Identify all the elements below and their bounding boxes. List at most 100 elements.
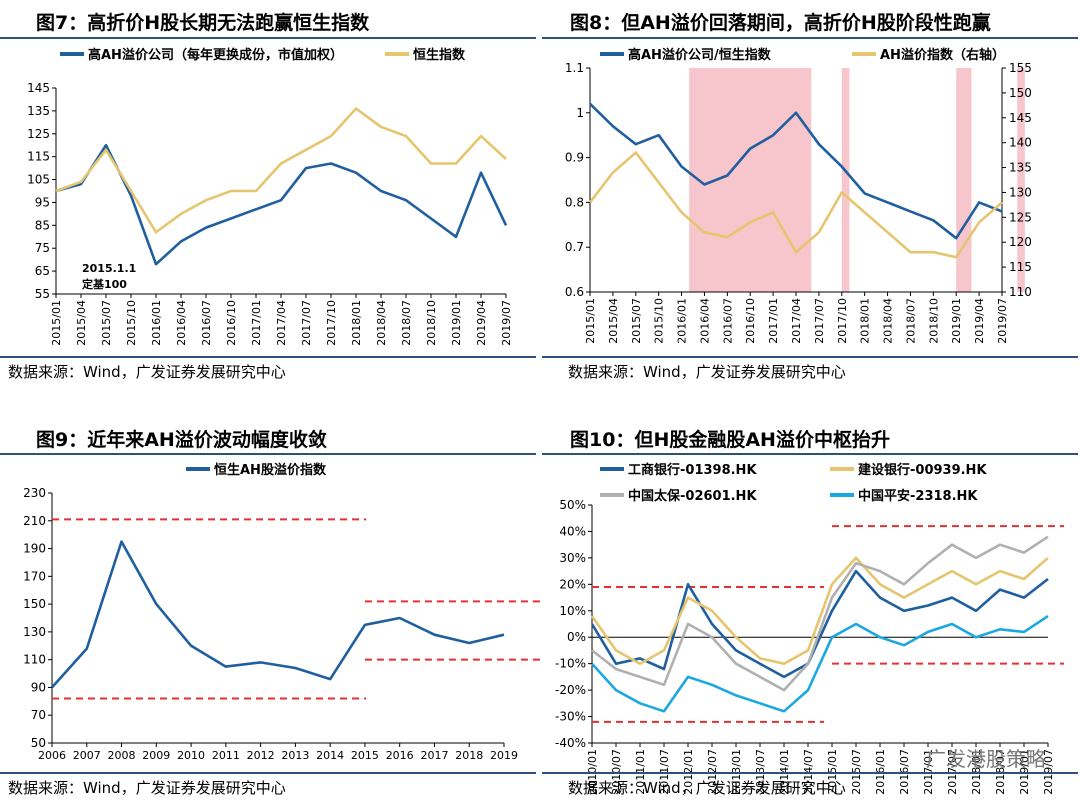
x-tick-label: 2012/07: [706, 749, 719, 795]
legend-label: AH溢价指数（右轴）: [880, 47, 1005, 63]
title-rule: [0, 37, 536, 39]
x-tick-label: 2019/01: [950, 298, 963, 344]
x-tick-label: 2011/01: [634, 749, 647, 795]
x-tick-label: 2016/04: [698, 298, 711, 344]
series-line: [588, 151, 1003, 259]
y-tick-label: 145: [27, 81, 50, 95]
x-tick-label: 2017/01: [922, 749, 935, 795]
x-tick-label: 2016/07: [200, 300, 213, 346]
source-note: 数据来源：Wind，广发证券发展研究中心: [568, 779, 846, 797]
x-tick-label: 2017/10: [325, 300, 338, 346]
x-tick-label: 2014/01: [778, 749, 791, 795]
x-tick-label: 2018/01: [970, 749, 983, 795]
source-note: 数据来源：Wind，广发证券发展研究中心: [8, 779, 286, 797]
x-tick-label: 2010: [177, 749, 205, 762]
y2-tick-label: 130: [1009, 185, 1032, 199]
x-tick-label: 2015/04: [607, 298, 620, 344]
y2-tick-label: 110: [1009, 285, 1032, 299]
x-tick-label: 2015/01: [584, 298, 597, 344]
series-line: [51, 540, 505, 689]
x-tick-label: 2015/10: [125, 300, 138, 346]
y-tick-label: 70: [31, 708, 46, 722]
x-tick-label: 2015: [351, 749, 379, 762]
source-note: 数据来源：Wind，广发证券发展研究中心: [568, 363, 846, 381]
y-tick-label: 90: [31, 680, 46, 694]
y-tick-label: 210: [23, 514, 46, 528]
title-rule: [542, 37, 1078, 39]
series-line: [591, 615, 1049, 713]
x-tick-label: 2016/01: [150, 300, 163, 346]
x-tick-label: 2016/10: [225, 300, 238, 346]
legend-label: 高AH溢价公司/恒生指数: [628, 47, 772, 63]
x-tick-label: 2019/01: [450, 300, 463, 346]
x-tick-label: 2017/04: [790, 298, 803, 344]
source-rule: [0, 772, 536, 774]
x-tick-label: 2017/10: [836, 298, 849, 344]
x-tick-label: 2016/04: [175, 300, 188, 346]
x-tick-label: 2014: [316, 749, 344, 762]
x-tick-label: 2015/01: [826, 749, 839, 795]
chart-panel-fig7: 图7：高折价H股长期无法跑赢恒生指数 55 65 75 85 95 105 115 125 13…: [0, 0, 540, 403]
title-rule: [542, 453, 1078, 455]
x-tick-label: 2018/10: [927, 298, 940, 344]
y-tick-label: 190: [23, 542, 46, 556]
y-tick-label: 130: [23, 625, 46, 639]
x-tick-label: 2019: [490, 749, 518, 762]
y-tick-label: 0.7: [565, 240, 584, 254]
y2-tick-label: 115: [1009, 260, 1032, 274]
legend-label: 高AH溢价公司（每年更换成份，市值加权）: [88, 47, 343, 63]
y-tick-label: 85: [35, 218, 50, 232]
y-tick-label: 230: [23, 486, 46, 500]
x-tick-label: 2018/07: [400, 300, 413, 346]
x-tick-label: 2019/07: [996, 298, 1009, 344]
x-tick-label: 2018/07: [904, 298, 917, 344]
y2-tick-label: 135: [1009, 161, 1032, 175]
x-tick-label: 2010/07: [610, 749, 623, 795]
chart-svg: 50 70 90 110 130 150 170 190 210 230 2006 2007 2008 2…: [23, 462, 540, 762]
x-tick-label: 2018/04: [375, 300, 388, 346]
shaded-period: [689, 68, 812, 292]
chart-panel-fig9: 图9：近年来AH溢价波动幅度收敛 50 70 90 110 130 150 170 190 21…: [0, 403, 540, 806]
source-rule: [542, 356, 1078, 358]
x-tick-label: 2015/07: [850, 749, 863, 795]
y-tick-label: 95: [35, 195, 50, 209]
x-tick-label: 2019/07: [500, 300, 513, 346]
y-tick-label: 115: [27, 150, 50, 164]
x-tick-label: 2013/01: [730, 749, 743, 795]
x-tick-label: 2013: [281, 749, 309, 762]
x-tick-label: 2018/04: [882, 298, 895, 344]
y2-tick-label: 140: [1009, 136, 1032, 150]
chart-title: 图10：但H股金融股AH溢价中枢抬升: [570, 429, 890, 451]
y2-tick-label: 120: [1009, 235, 1032, 249]
x-tick-label: 2018/01: [350, 300, 363, 346]
y-tick-label: 1: [576, 106, 584, 120]
y2-tick-label: 155: [1009, 61, 1032, 75]
x-tick-label: 2016/01: [874, 749, 887, 795]
x-tick-label: 2016/07: [721, 298, 734, 344]
series-line: [55, 107, 507, 234]
series-line: [589, 102, 1003, 240]
y-tick-label: 10%: [559, 604, 586, 618]
chart-svg: 55 65 75 85 95 105 115 125 135 145 2015/01 2015/04 2…: [27, 47, 513, 346]
watermark-text: 广发港股策略: [926, 747, 1046, 771]
x-tick-label: 2017: [420, 749, 448, 762]
y-tick-label: 55: [35, 287, 50, 301]
x-tick-label: 2012/01: [682, 749, 695, 795]
x-tick-label: 2007: [73, 749, 101, 762]
x-tick-label: 2013/07: [754, 749, 767, 795]
x-tick-label: 2016/01: [676, 298, 689, 344]
x-tick-label: 2012: [247, 749, 275, 762]
y-tick-label: 50%: [559, 498, 586, 512]
x-tick-label: 2017/04: [275, 300, 288, 346]
y-tick-label: 20%: [559, 577, 586, 591]
chart-title: 图8：但AH溢价回落期间，高折价H股阶段性跑赢: [570, 12, 991, 34]
legend-label: 恒生AH股溢价指数: [214, 462, 327, 478]
y-tick-label: 105: [27, 173, 50, 187]
chart-svg: 0.6 0.7 0.8 0.9 1 1.1 110 115 120 125 130 135 140 145…: [565, 47, 1032, 344]
y-tick-label: 0.8: [565, 195, 584, 209]
y2-tick-label: 125: [1009, 210, 1032, 224]
x-tick-label: 2008: [108, 749, 136, 762]
y-tick-label: 1.1: [565, 61, 584, 75]
chart-panel-fig10: 图10：但H股金融股AH溢价中枢抬升 -40% -30% -20% -10% 0% 10%…: [542, 403, 1080, 806]
y-tick-label: 0%: [567, 630, 586, 644]
